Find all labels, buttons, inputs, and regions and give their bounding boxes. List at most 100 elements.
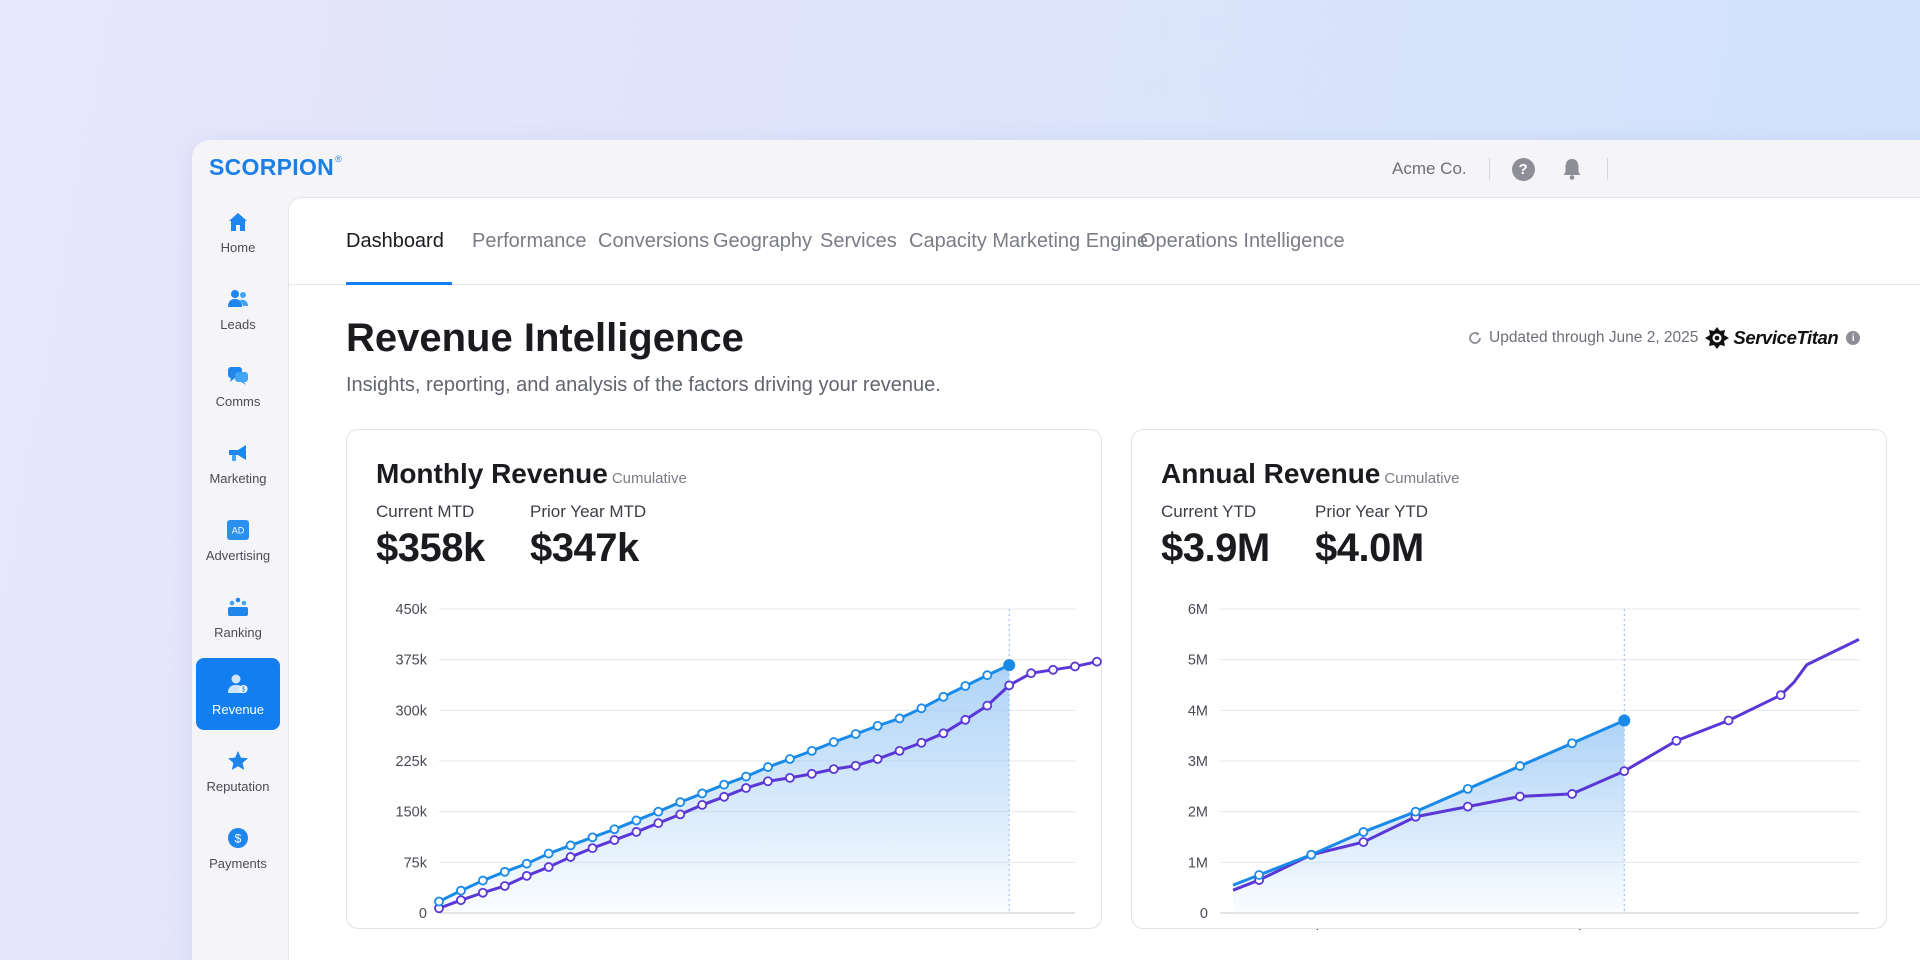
current-point [521, 858, 532, 869]
x-tick-label: 25 [957, 928, 973, 930]
sidebar-item-revenue[interactable]: $ Revenue [196, 658, 280, 730]
sidebar-item-payments[interactable]: $ Payments [196, 812, 280, 884]
current-point [477, 875, 488, 886]
x-tick-label: 18 [804, 928, 820, 930]
tab-operations-intelligence[interactable]: Operations Intelligence [1140, 230, 1345, 252]
tab-dashboard[interactable]: Dashboard [346, 230, 444, 252]
help-icon[interactable]: ? [1511, 157, 1535, 181]
bell-icon[interactable] [1561, 157, 1583, 181]
current-point [697, 788, 708, 799]
payments-icon: $ [226, 826, 250, 850]
current-point [1410, 806, 1421, 817]
prior-point [1048, 664, 1058, 675]
sidebar-item-label: Home [220, 239, 256, 255]
sidebar-item-reputation[interactable]: Reputation [196, 735, 280, 807]
current-point [587, 832, 598, 843]
x-tick-label: 8 [588, 928, 596, 930]
kpi-current-mtd: Current MTD $358k [376, 502, 485, 571]
prior-point [1358, 837, 1369, 847]
prior-point [1462, 801, 1473, 812]
annual-title: Annual Revenue [1161, 458, 1381, 489]
sidebar-item-label: Reputation [206, 778, 270, 794]
prior-point [1671, 735, 1682, 746]
x-tick-label: May [1454, 928, 1482, 930]
prior-point [872, 754, 883, 764]
x-tick-label: 27 [1001, 928, 1017, 930]
sidebar-item-advertising[interactable]: AD Advertising [196, 504, 280, 576]
current-point [850, 729, 861, 739]
kpi-label: Current MTD [376, 502, 475, 521]
prior-point [543, 862, 554, 872]
current-point [784, 754, 795, 764]
home-icon [226, 210, 250, 234]
tab-performance[interactable]: Performance [472, 230, 587, 252]
x-tick-label: 5 [523, 928, 531, 930]
prior-point [456, 895, 466, 906]
x-tick-label: 21 [870, 928, 886, 930]
x-tick-label: 22 [891, 928, 907, 930]
x-tick-label: 28 [1023, 928, 1039, 930]
prior-point [1026, 668, 1037, 679]
prior-point [499, 881, 510, 891]
tab-geography[interactable]: Geography [713, 230, 812, 252]
x-tick-label: Jan [1247, 928, 1270, 930]
x-tick-label: 30 [1067, 928, 1083, 930]
x-tick-label: 10 [628, 928, 644, 930]
sidebar-item-leads[interactable]: Leads [196, 273, 280, 345]
current-point [1515, 761, 1525, 771]
sidebar-item-comms[interactable]: Comms [196, 350, 280, 422]
x-tick-label: 4 [501, 928, 509, 930]
sidebar: Home Leads Comms Marketing AD Advertisin… [196, 196, 280, 889]
current-point [1306, 849, 1317, 860]
x-tick-label: 3 [479, 928, 487, 930]
svg-text:AD: AD [232, 525, 245, 535]
info-icon[interactable]: i [1846, 331, 1861, 345]
prior-point [850, 760, 861, 771]
x-tick-label: Aug [1611, 928, 1637, 930]
scorpion-logo[interactable]: SCORPION® [209, 154, 343, 180]
current-point [741, 771, 751, 782]
x-tick-label: Oct [1717, 928, 1740, 930]
sidebar-item-label: Advertising [205, 547, 271, 563]
company-name[interactable]: Acme Co. [1392, 159, 1467, 178]
current-point [916, 703, 927, 714]
current-point [499, 866, 510, 877]
current-point [719, 779, 730, 790]
card-title: Monthly Revenue Cumulative [376, 458, 687, 490]
x-tick-label: Jun [1508, 928, 1531, 930]
tab-capacity-marketing-engine[interactable]: Capacity Marketing Engine [909, 230, 1149, 252]
kpi-label: Current YTD [1161, 502, 1257, 521]
tab-conversions[interactable]: Conversions [598, 230, 710, 252]
x-tick-label: 19 [826, 928, 842, 930]
x-tick-label: 2 [457, 928, 465, 930]
prior-point [938, 728, 949, 739]
cumulative-tag: Cumulative [1384, 470, 1460, 487]
sidebar-item-marketing[interactable]: Marketing [196, 427, 280, 499]
prior-point [1775, 690, 1786, 701]
leads-icon [226, 287, 250, 311]
svg-text:$: $ [242, 686, 246, 693]
y-tick-label: 150k [396, 805, 428, 821]
prior-point [1092, 656, 1102, 667]
sidebar-item-label: Leads [220, 316, 256, 332]
prior-point [1515, 791, 1525, 802]
prior-point [609, 835, 620, 845]
tab-services[interactable]: Services [820, 230, 897, 252]
active-tab-indicator [346, 282, 452, 285]
ad-icon: AD [226, 518, 250, 542]
kpi-value: $3.9M [1161, 526, 1270, 570]
page-subtitle: Insights, reporting, and analysis of the… [346, 374, 941, 396]
sidebar-item-home[interactable]: Home [196, 196, 280, 268]
prior-point [741, 783, 751, 793]
updated-status: Updated through June 2, 2025 ServiceTita… [1467, 325, 1861, 351]
sidebar-item-label: Payments [209, 855, 267, 871]
kpi-value: $347k [530, 526, 639, 570]
annual-revenue-chart: 0 1M 2M 3M 4M 5M 6M Jan Feb Mar Apr May Jun Jul Aug Sep… [1188, 602, 1860, 930]
x-tick-label: 20 [848, 928, 864, 930]
sidebar-item-ranking[interactable]: Ranking [196, 581, 280, 653]
x-tick-label: Nov [1768, 928, 1795, 930]
annual-revenue-card: Annual Revenue Cumulative Current YTD $3.… [1131, 429, 1887, 930]
y-tick-label: 375k [396, 653, 428, 669]
x-tick-label: 17 [782, 928, 798, 930]
star-icon [226, 749, 250, 773]
